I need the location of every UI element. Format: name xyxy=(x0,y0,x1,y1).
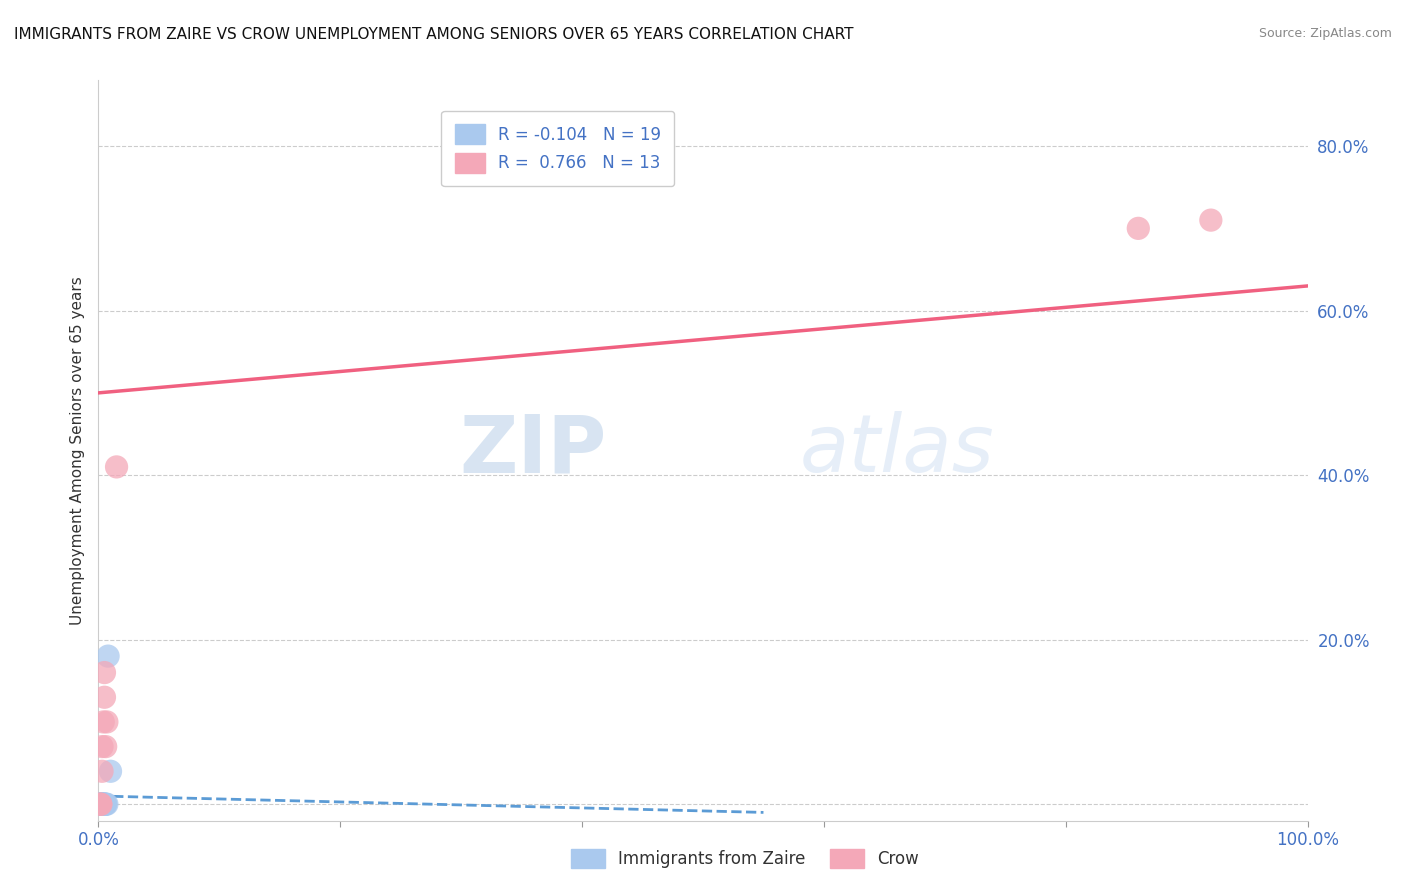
Point xyxy=(90,797,112,812)
Point xyxy=(91,714,114,729)
Point xyxy=(94,739,117,754)
Point xyxy=(93,797,115,812)
Point xyxy=(91,739,114,754)
Point xyxy=(89,797,111,812)
Point xyxy=(90,797,112,812)
Point xyxy=(96,797,118,812)
Point xyxy=(89,797,111,812)
Point xyxy=(94,797,117,812)
Legend: Immigrants from Zaire, Crow: Immigrants from Zaire, Crow xyxy=(565,842,925,875)
Point xyxy=(1128,221,1150,235)
Point xyxy=(93,797,115,812)
Text: Source: ZipAtlas.com: Source: ZipAtlas.com xyxy=(1258,27,1392,40)
Point xyxy=(1199,213,1222,227)
Text: ZIP: ZIP xyxy=(458,411,606,490)
Point xyxy=(89,797,111,812)
Point xyxy=(97,649,120,664)
Text: atlas: atlas xyxy=(800,411,994,490)
Point xyxy=(93,690,115,705)
Point xyxy=(90,797,112,812)
Point xyxy=(105,459,128,474)
Point xyxy=(96,714,118,729)
Point xyxy=(91,764,114,779)
Point xyxy=(91,797,114,812)
Point xyxy=(90,797,112,812)
Text: IMMIGRANTS FROM ZAIRE VS CROW UNEMPLOYMENT AMONG SENIORS OVER 65 YEARS CORRELATI: IMMIGRANTS FROM ZAIRE VS CROW UNEMPLOYME… xyxy=(14,27,853,42)
Point xyxy=(89,797,111,812)
Point xyxy=(91,797,114,812)
Point xyxy=(91,797,114,812)
Point xyxy=(91,797,114,812)
Point xyxy=(100,764,122,779)
Legend: R = -0.104   N = 19, R =  0.766   N = 13: R = -0.104 N = 19, R = 0.766 N = 13 xyxy=(441,111,675,186)
Point xyxy=(94,797,117,812)
Point xyxy=(90,797,112,812)
Y-axis label: Unemployment Among Seniors over 65 years: Unemployment Among Seniors over 65 years xyxy=(69,277,84,624)
Point xyxy=(93,665,115,680)
Point xyxy=(93,797,115,812)
Point xyxy=(91,797,114,812)
